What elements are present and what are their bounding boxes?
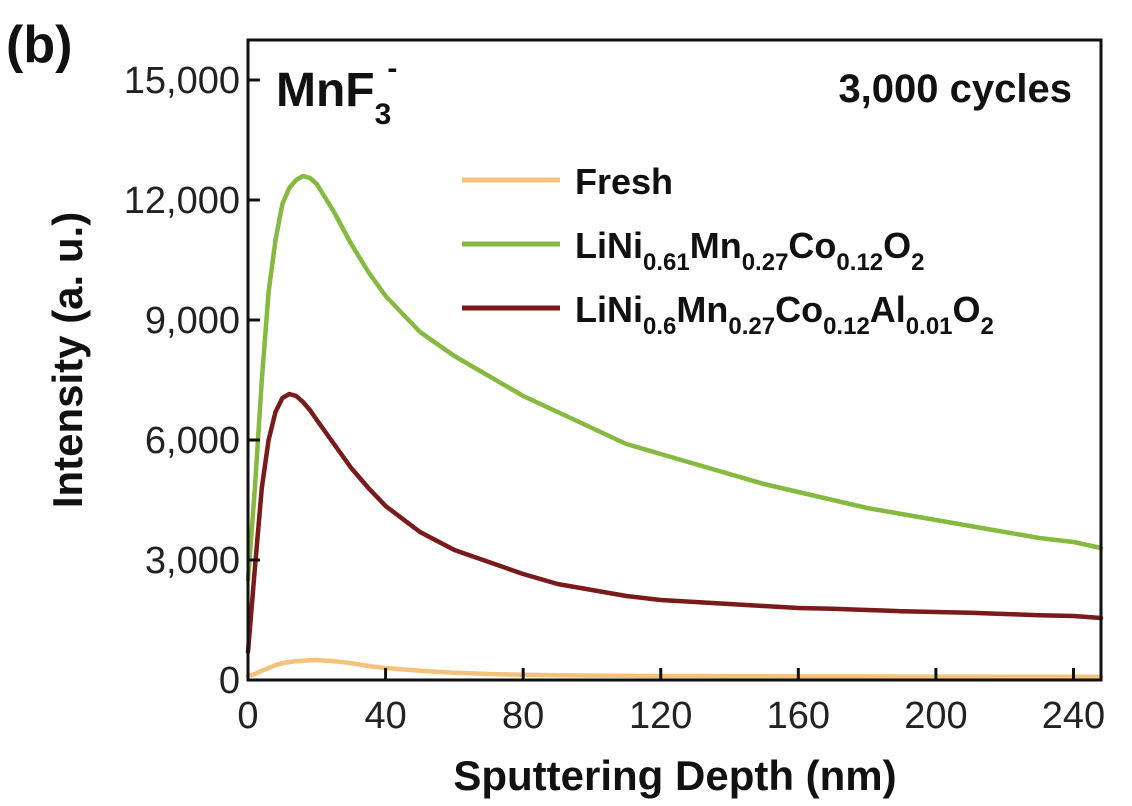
- species-superscript: -: [387, 52, 397, 85]
- legend-label-2: LiNi0.6Mn0.27Co0.12Al0.01O2: [575, 289, 994, 340]
- legend-text-part: Fresh: [575, 161, 673, 202]
- species-annotation: MnF3 -: [276, 52, 397, 131]
- x-tick-label: 80: [502, 695, 544, 737]
- legend-text-part: LiNi: [575, 289, 643, 330]
- y-tick-label: 3,000: [145, 540, 240, 582]
- x-tick-label: 120: [629, 695, 692, 737]
- legend-subscript: 0.01: [906, 313, 953, 340]
- legend-text-part: Mn: [676, 289, 728, 330]
- x-axis-title: Sputtering Depth (nm): [453, 752, 896, 799]
- y-tick-label: 15,000: [124, 60, 240, 102]
- legend-subscript: 0.61: [643, 249, 690, 276]
- species-subscript: 3: [375, 98, 392, 131]
- plot-frame: [246, 38, 1103, 682]
- legend-text-part: O: [953, 289, 981, 330]
- legend-text-part: Co: [788, 225, 836, 266]
- panel-label: (b): [6, 16, 72, 74]
- legend-text-part: O: [883, 225, 911, 266]
- x-tick-label: 200: [904, 695, 967, 737]
- legend-subscript: 0.27: [742, 249, 789, 276]
- series-line-2: [245, 391, 1104, 655]
- y-axis-title: Intensity (a. u.): [44, 212, 91, 508]
- y-tick-label: 9,000: [145, 300, 240, 342]
- legend-subscript: 0.6: [643, 313, 676, 340]
- series-line-1: [245, 173, 1104, 583]
- x-tick-label: 40: [364, 695, 406, 737]
- y-tick-label: 12,000: [124, 180, 240, 222]
- legend-subscript: 0.12: [836, 249, 883, 276]
- legend-label-1: LiNi0.61Mn0.27Co0.12O2: [575, 225, 925, 276]
- legend-subscript: 0.27: [728, 313, 775, 340]
- x-tick-label: 0: [237, 695, 258, 737]
- x-tick-label: 160: [767, 695, 830, 737]
- legend-text-part: Mn: [690, 225, 742, 266]
- y-tick-label: 6,000: [145, 420, 240, 462]
- series-layer: [245, 173, 1104, 680]
- legend-text-part: Al: [870, 289, 906, 330]
- species-base: MnF: [276, 64, 375, 117]
- legend-subscript: 0.12: [823, 313, 870, 340]
- x-tick-label: 240: [1042, 695, 1105, 737]
- ticks-layer: 0 40 80 120 160 200 240 0 3,000 6,000 9,000 12,000 1…: [124, 60, 1105, 737]
- y-tick-label: 0: [219, 660, 240, 702]
- legend: FreshLiNi0.61Mn0.27Co0.12O2LiNi0.6Mn0.27…: [462, 161, 994, 340]
- series-line-0: [245, 657, 1104, 680]
- legend-label-0: Fresh: [575, 161, 673, 202]
- legend-text-part: LiNi: [575, 225, 643, 266]
- condition-annotation: 3,000 cycles: [838, 67, 1072, 111]
- legend-subscript: 2: [981, 313, 994, 340]
- legend-subscript: 2: [911, 249, 924, 276]
- legend-text-part: Co: [775, 289, 823, 330]
